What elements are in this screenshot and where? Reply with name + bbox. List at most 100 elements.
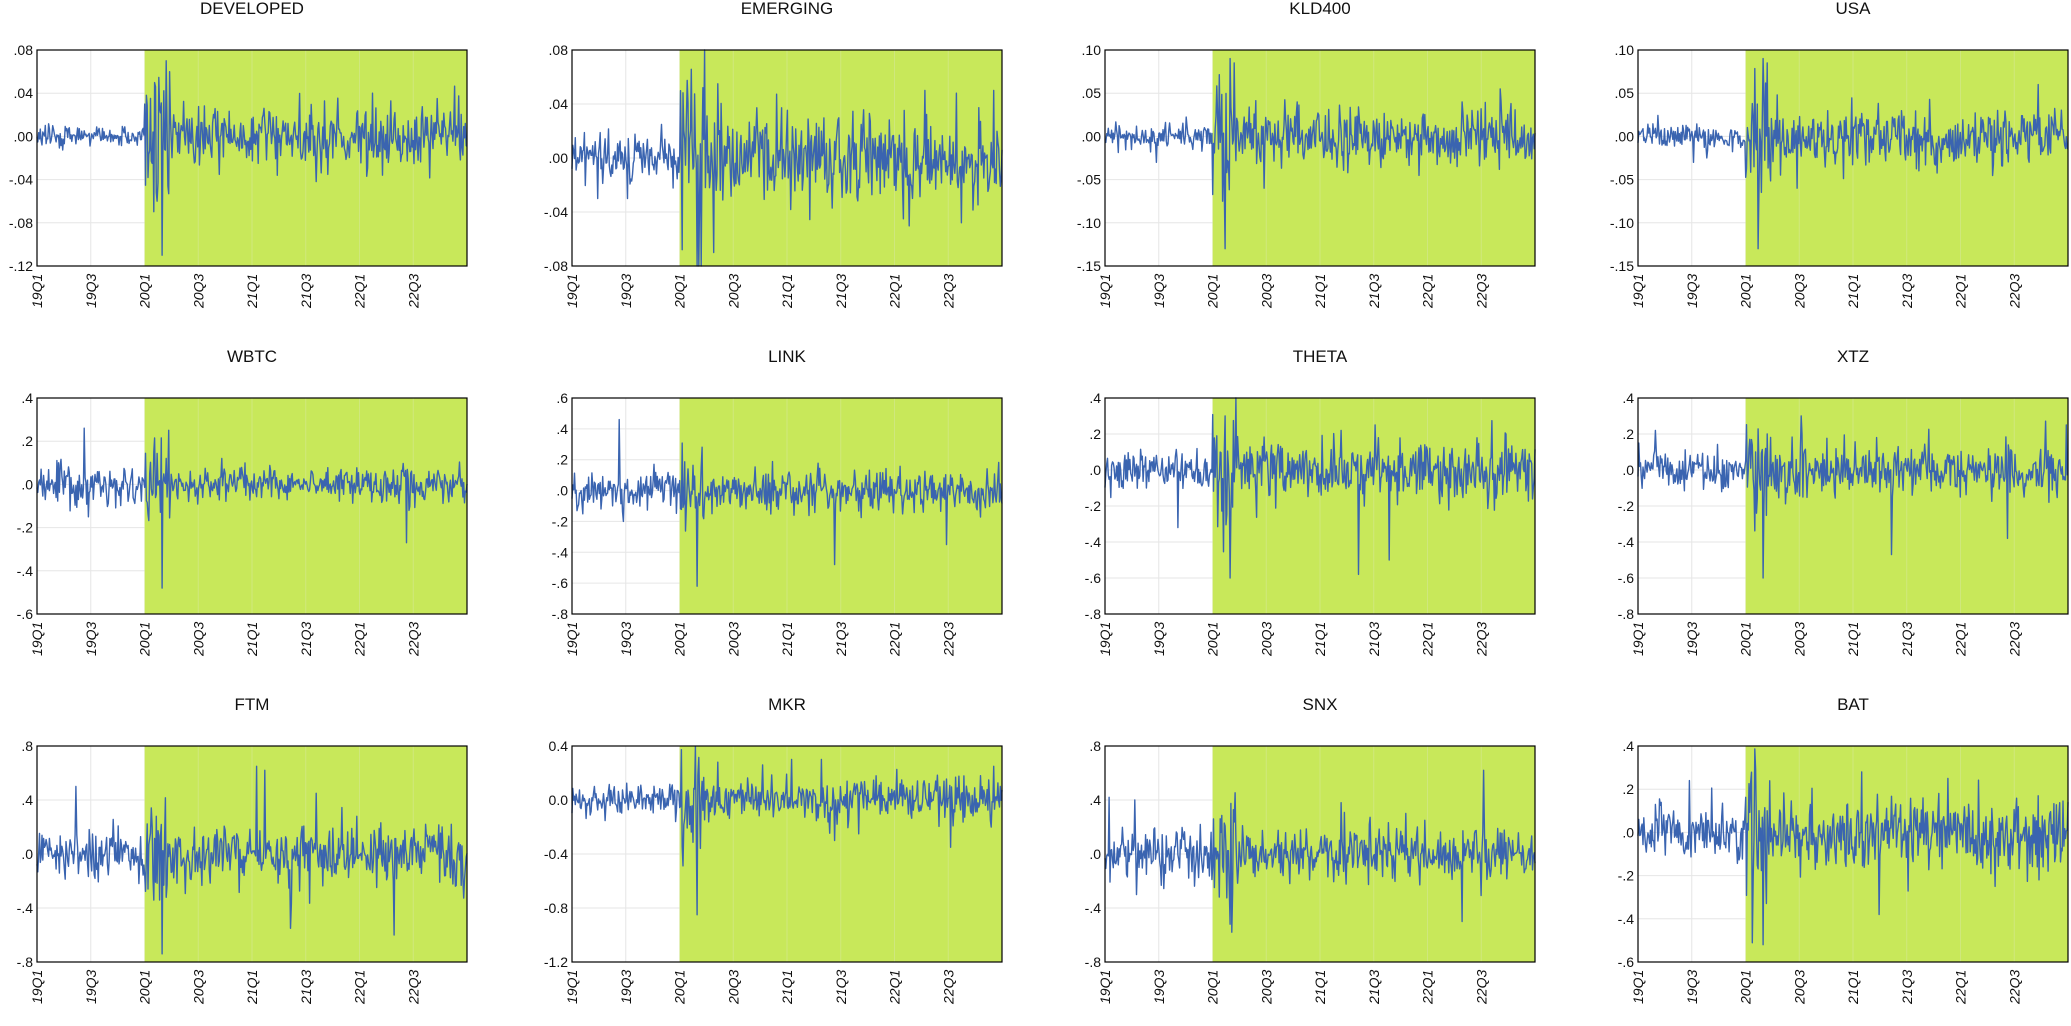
chart-title: THETA [1293, 347, 1348, 366]
chart-title: SNX [1303, 695, 1338, 714]
plot-border [1637, 745, 2069, 963]
x-tick-label: 19Q3 [618, 622, 634, 656]
y-tick-label: -.2 [1618, 868, 1635, 884]
y-tick-label: .4 [21, 390, 33, 406]
chart-panel-link: LINK .6 .4 .2 .0 -.2 -.4 -.6 -.8 19Q1 19Q3 20Q1 20Q3… [535, 347, 1035, 678]
x-tick-label: 22Q1 [1420, 970, 1436, 1005]
x-tick-label: 20Q1 [672, 970, 688, 1005]
y-tick-label: -.6 [17, 606, 34, 622]
y-tick-label: -.08 [544, 258, 568, 274]
x-tick-label: 19Q3 [1151, 970, 1167, 1004]
chart-title: KLD400 [1289, 0, 1350, 18]
x-tick-label: 21Q3 [298, 274, 314, 309]
plot-border [1104, 397, 1536, 615]
x-tick-label: 20Q3 [1791, 622, 1807, 657]
x-tick-label: 19Q3 [1684, 274, 1700, 308]
series-line [1104, 57, 1536, 250]
x-tick-label: 21Q3 [833, 622, 849, 657]
x-tick-label: 20Q3 [725, 970, 741, 1005]
x-tick-label: 19Q1 [564, 274, 580, 308]
series-line [36, 765, 468, 955]
x-tick-label: 20Q1 [672, 622, 688, 657]
shaded-region [679, 746, 1002, 962]
y-tick-label: .0 [556, 483, 568, 499]
y-tick-label: .00 [1082, 128, 1102, 144]
y-tick-label: -.08 [9, 215, 33, 231]
y-tick-label: -.05 [1610, 172, 1634, 188]
x-tick-label: 21Q1 [1312, 622, 1328, 657]
y-tick-label: -.2 [17, 520, 34, 536]
chart-panel-mkr: MKR 0.4 0.0 -0.4 -0.8 -1.2 19Q1 19Q3 20Q1 20Q3 21Q… [535, 695, 1035, 1026]
y-tick-label: .0 [1089, 462, 1101, 478]
x-tick-label: 21Q1 [1845, 622, 1861, 657]
x-tick-label: 20Q3 [1791, 970, 1807, 1005]
plot-border [571, 49, 1003, 267]
chart-title: EMERGING [741, 0, 834, 18]
chart-panel-theta: THETA .4 .2 .0 -.2 -.4 -.6 -.8 19Q1 19Q3 20Q1 20Q3 2… [1068, 347, 1568, 678]
y-tick-label: -.04 [544, 204, 568, 220]
chart-panel-emerging: EMERGING .08 .04 .00 -.04 -.08 19Q1 19Q3 20Q1 20Q… [535, 0, 1035, 330]
y-tick-label: .08 [549, 42, 569, 58]
x-tick-label: 19Q1 [564, 622, 580, 656]
y-tick-label: .4 [1622, 390, 1634, 406]
y-tick-label: .4 [556, 421, 568, 437]
y-tick-label: .10 [1615, 42, 1635, 58]
x-tick-label: 20Q1 [137, 970, 153, 1005]
x-tick-label: 19Q1 [1097, 622, 1113, 656]
x-tick-label: 20Q3 [725, 274, 741, 309]
y-tick-label: -.15 [1610, 258, 1634, 274]
x-tick-label: 21Q3 [1366, 622, 1382, 657]
x-tick-label: 22Q3 [405, 274, 421, 309]
x-tick-label: 19Q3 [1151, 622, 1167, 656]
y-tick-label: .2 [556, 452, 568, 468]
x-tick-label: 21Q3 [1899, 622, 1915, 657]
y-tick-label: -.8 [1618, 606, 1635, 622]
y-tick-label: -.12 [9, 258, 33, 274]
y-tick-label: .4 [1622, 738, 1634, 754]
y-tick-label: -.10 [1077, 215, 1101, 231]
plot-border [36, 745, 468, 963]
x-tick-label: 22Q1 [887, 622, 903, 657]
y-tick-label: 0.4 [549, 738, 569, 754]
y-tick-label: .08 [14, 42, 34, 58]
x-tick-label: 22Q1 [1953, 622, 1969, 657]
series-line [1104, 397, 1536, 579]
series-line [36, 60, 468, 256]
chart-title: BAT [1837, 695, 1869, 714]
y-tick-label: .0 [1089, 846, 1101, 862]
x-tick-label: 19Q1 [29, 970, 45, 1004]
x-tick-label: 19Q1 [564, 970, 580, 1004]
x-tick-label: 22Q3 [2006, 274, 2022, 309]
x-tick-label: 21Q3 [1899, 274, 1915, 309]
plot-border [1104, 49, 1536, 267]
x-tick-label: 20Q3 [725, 622, 741, 657]
x-tick-label: 22Q1 [352, 970, 368, 1005]
x-tick-label: 19Q3 [83, 622, 99, 656]
y-tick-label: -.6 [552, 575, 569, 591]
y-tick-label: .04 [549, 96, 569, 112]
y-tick-label: -.6 [1618, 954, 1635, 970]
x-tick-label: 22Q1 [1953, 274, 1969, 309]
x-tick-label: 20Q3 [190, 622, 206, 657]
x-tick-label: 22Q1 [1953, 970, 1969, 1005]
x-tick-label: 19Q3 [1151, 274, 1167, 308]
x-tick-label: 21Q3 [1899, 970, 1915, 1005]
x-tick-label: 19Q1 [29, 274, 45, 308]
x-tick-label: 19Q3 [83, 274, 99, 308]
x-tick-label: 19Q3 [1684, 622, 1700, 656]
y-tick-label: .0 [21, 476, 33, 492]
chart-panel-wbtc: WBTC .4 .2 .0 -.2 -.4 -.6 19Q1 19Q3 20Q1 20Q3 21Q1 2… [0, 347, 500, 678]
x-tick-label: 22Q3 [2006, 970, 2022, 1005]
x-tick-label: 21Q3 [298, 970, 314, 1005]
x-tick-label: 19Q3 [1684, 970, 1700, 1004]
x-tick-label: 19Q1 [1630, 970, 1646, 1004]
y-tick-label: .00 [14, 128, 34, 144]
y-tick-label: .0 [1622, 462, 1634, 478]
y-tick-label: .6 [556, 390, 568, 406]
x-tick-label: 22Q1 [352, 274, 368, 309]
